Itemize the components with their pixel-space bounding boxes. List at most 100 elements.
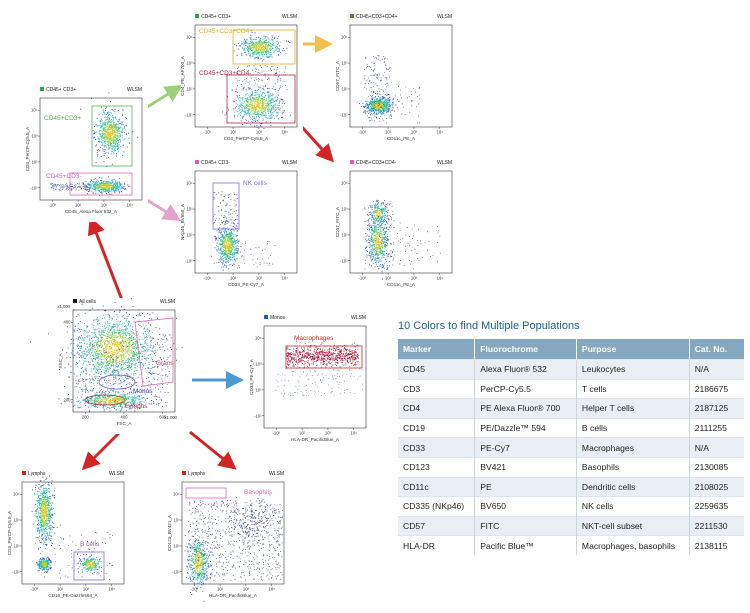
event-dot — [377, 105, 379, 107]
event-dot — [366, 67, 367, 69]
event-dot — [252, 53, 254, 55]
event-dot — [116, 190, 118, 192]
event-dot — [377, 103, 379, 105]
event-dot — [397, 85, 399, 87]
event-dot — [245, 98, 247, 100]
event-dot — [265, 46, 267, 48]
event-dot — [378, 88, 380, 90]
event-dot — [226, 253, 228, 255]
event-dot — [260, 101, 262, 103]
event-dot — [257, 106, 259, 108]
event-dot — [105, 139, 107, 141]
event-dot — [380, 224, 382, 226]
event-dot — [104, 129, 106, 131]
event-dot — [256, 266, 258, 268]
event-dot — [226, 259, 228, 260]
event-dot — [383, 243, 384, 245]
event-dot — [214, 222, 216, 223]
event-dot — [251, 41, 253, 43]
event-dot — [220, 209, 222, 211]
event-dot — [370, 244, 372, 246]
event-dot — [103, 149, 105, 151]
event-dot — [252, 108, 254, 110]
event-dot — [106, 129, 108, 131]
event-dot — [221, 240, 223, 242]
event-dot — [255, 110, 257, 112]
event-dot — [418, 88, 420, 89]
event-dot — [248, 43, 250, 45]
event-dot — [239, 105, 241, 106]
event-dot — [84, 189, 86, 190]
event-dot — [372, 69, 374, 71]
event-dot — [105, 137, 107, 138]
event-dot — [263, 92, 264, 93]
event-dot — [269, 56, 271, 58]
event-dot — [222, 243, 223, 245]
event-dot — [236, 240, 237, 241]
event-dot — [252, 65, 254, 67]
event-dot — [255, 77, 257, 79]
event-dot — [263, 110, 265, 112]
event-dot — [387, 105, 389, 107]
event-dot — [377, 100, 379, 102]
event-dot — [382, 238, 383, 240]
event-dot — [108, 141, 110, 143]
event-dot — [246, 54, 248, 56]
event-dot — [105, 131, 107, 133]
event-dot — [239, 45, 241, 47]
event-dot — [240, 45, 241, 47]
event-dot — [382, 109, 384, 111]
event-dot — [105, 186, 107, 188]
event-dot — [386, 112, 387, 114]
event-dot — [263, 101, 265, 103]
event-dot — [263, 102, 265, 104]
event-dot — [100, 136, 102, 138]
event-dot — [378, 220, 379, 222]
event-dot — [229, 248, 231, 249]
x-tick-label: 10³ — [256, 276, 263, 281]
event-dot — [88, 186, 90, 188]
event-dot — [225, 235, 227, 237]
event-dot — [105, 108, 107, 110]
event-dot — [102, 131, 103, 133]
event-dot — [226, 203, 228, 205]
arrow-red-up — [87, 216, 124, 301]
event-dot — [101, 121, 103, 123]
event-dot — [264, 41, 266, 42]
event-dot — [110, 136, 112, 138]
event-dot — [115, 183, 117, 185]
event-dot — [379, 99, 381, 101]
event-dot — [377, 91, 378, 92]
event-dot — [268, 45, 270, 47]
event-dot — [104, 191, 106, 193]
event-dot — [389, 99, 391, 100]
event-dot — [88, 183, 90, 185]
event-dot — [268, 77, 270, 79]
event-dot — [225, 254, 227, 256]
event-dot — [101, 184, 103, 186]
event-dot — [107, 117, 109, 119]
event-dot — [102, 134, 104, 136]
event-dot — [260, 44, 262, 46]
event-dot — [225, 262, 227, 263]
event-dot — [369, 81, 370, 83]
event-dot — [419, 87, 420, 88]
event-dot — [382, 263, 384, 265]
event-dot — [220, 253, 222, 255]
event-dot — [270, 111, 271, 113]
event-dot — [376, 103, 378, 105]
event-dot — [250, 87, 251, 89]
x-tick-label: 10⁴ — [127, 203, 134, 208]
event-dot — [372, 104, 374, 105]
event-dot — [124, 182, 126, 184]
x-tick-label: -10³ — [359, 276, 367, 281]
event-dot — [226, 112, 227, 114]
event-dot — [107, 187, 109, 189]
event-dot — [112, 135, 114, 137]
event-dot — [381, 98, 382, 100]
event-dot — [100, 125, 102, 127]
event-dot — [106, 183, 108, 185]
event-dot — [375, 238, 377, 239]
event-dot — [376, 226, 378, 228]
event-dot — [262, 43, 263, 45]
